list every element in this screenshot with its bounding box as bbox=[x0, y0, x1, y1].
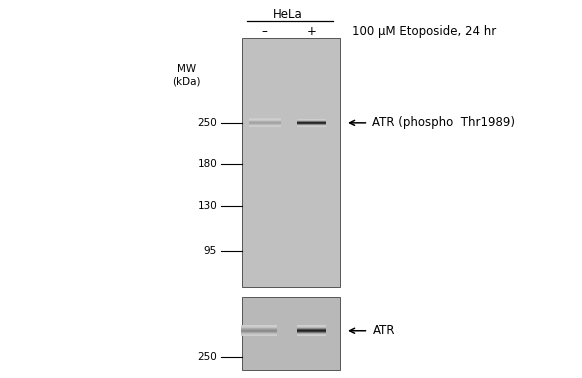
Bar bbox=[249, 126, 281, 127]
Bar bbox=[297, 328, 326, 329]
Bar bbox=[297, 123, 326, 124]
Bar bbox=[249, 124, 281, 125]
Bar bbox=[241, 325, 277, 326]
Bar bbox=[297, 122, 326, 123]
Bar bbox=[241, 334, 277, 335]
Bar bbox=[297, 121, 326, 122]
Text: 100 μM Etoposide, 24 hr: 100 μM Etoposide, 24 hr bbox=[352, 25, 496, 38]
Bar bbox=[297, 327, 326, 328]
Bar bbox=[241, 331, 277, 332]
Bar bbox=[297, 329, 326, 330]
Bar bbox=[297, 332, 326, 333]
Text: 130: 130 bbox=[197, 201, 217, 211]
Bar bbox=[297, 123, 326, 124]
Text: HeLa: HeLa bbox=[273, 8, 303, 21]
Bar bbox=[297, 331, 326, 332]
Bar bbox=[297, 328, 326, 329]
Bar bbox=[297, 335, 326, 336]
Bar bbox=[241, 325, 277, 326]
Bar bbox=[297, 331, 326, 332]
Bar bbox=[241, 328, 277, 329]
Text: ATR: ATR bbox=[372, 324, 395, 337]
Bar bbox=[297, 121, 326, 122]
Bar bbox=[297, 126, 326, 127]
Bar bbox=[297, 119, 326, 120]
Text: ATR (phospho  Thr1989): ATR (phospho Thr1989) bbox=[372, 116, 516, 129]
Bar bbox=[241, 330, 277, 331]
Bar bbox=[297, 327, 326, 328]
Bar bbox=[249, 126, 281, 127]
Bar bbox=[249, 120, 281, 121]
Bar bbox=[249, 122, 281, 123]
Bar bbox=[249, 122, 281, 123]
Bar bbox=[297, 325, 326, 326]
Bar bbox=[249, 119, 281, 120]
Bar bbox=[297, 125, 326, 126]
Bar bbox=[297, 333, 326, 334]
Bar bbox=[241, 329, 277, 330]
Text: 180: 180 bbox=[197, 160, 217, 169]
Bar bbox=[241, 327, 277, 328]
Bar bbox=[241, 334, 277, 335]
Bar bbox=[241, 327, 277, 328]
Bar bbox=[297, 334, 326, 335]
Bar bbox=[249, 126, 281, 127]
Bar bbox=[249, 121, 281, 122]
Bar bbox=[242, 297, 340, 370]
Bar bbox=[297, 330, 326, 331]
Bar bbox=[297, 332, 326, 333]
Bar bbox=[297, 329, 326, 330]
Bar bbox=[297, 329, 326, 330]
Bar bbox=[297, 125, 326, 126]
Bar bbox=[297, 124, 326, 125]
Text: MW
(kDa): MW (kDa) bbox=[172, 64, 200, 87]
Bar bbox=[241, 331, 277, 332]
Bar bbox=[241, 335, 277, 336]
Bar bbox=[249, 120, 281, 121]
Bar bbox=[241, 330, 277, 331]
Bar bbox=[297, 120, 326, 121]
Text: 250: 250 bbox=[197, 118, 217, 128]
Bar bbox=[241, 335, 277, 336]
Text: 250: 250 bbox=[197, 352, 217, 362]
Bar bbox=[249, 123, 281, 124]
Bar bbox=[297, 326, 326, 327]
Bar bbox=[241, 333, 277, 334]
Bar bbox=[297, 330, 326, 331]
Bar bbox=[297, 334, 326, 335]
Bar bbox=[249, 118, 281, 119]
Bar bbox=[297, 334, 326, 335]
Bar bbox=[242, 38, 340, 287]
Bar bbox=[241, 328, 277, 329]
Bar bbox=[249, 119, 281, 120]
Bar bbox=[297, 122, 326, 123]
Bar bbox=[249, 123, 281, 124]
Bar bbox=[297, 124, 326, 125]
Bar bbox=[249, 125, 281, 126]
Text: –: – bbox=[262, 25, 268, 38]
Bar bbox=[249, 121, 281, 122]
Bar bbox=[297, 120, 326, 121]
Bar bbox=[249, 125, 281, 126]
Bar bbox=[297, 121, 326, 122]
Text: 95: 95 bbox=[204, 246, 217, 256]
Bar bbox=[241, 326, 277, 327]
Bar bbox=[241, 326, 277, 327]
Bar bbox=[297, 124, 326, 125]
Bar bbox=[241, 332, 277, 333]
Bar bbox=[297, 119, 326, 120]
Bar bbox=[297, 333, 326, 334]
Bar bbox=[249, 124, 281, 125]
Text: +: + bbox=[307, 25, 316, 38]
Bar bbox=[241, 332, 277, 333]
Bar bbox=[241, 333, 277, 334]
Bar bbox=[241, 329, 277, 330]
Bar bbox=[297, 326, 326, 327]
